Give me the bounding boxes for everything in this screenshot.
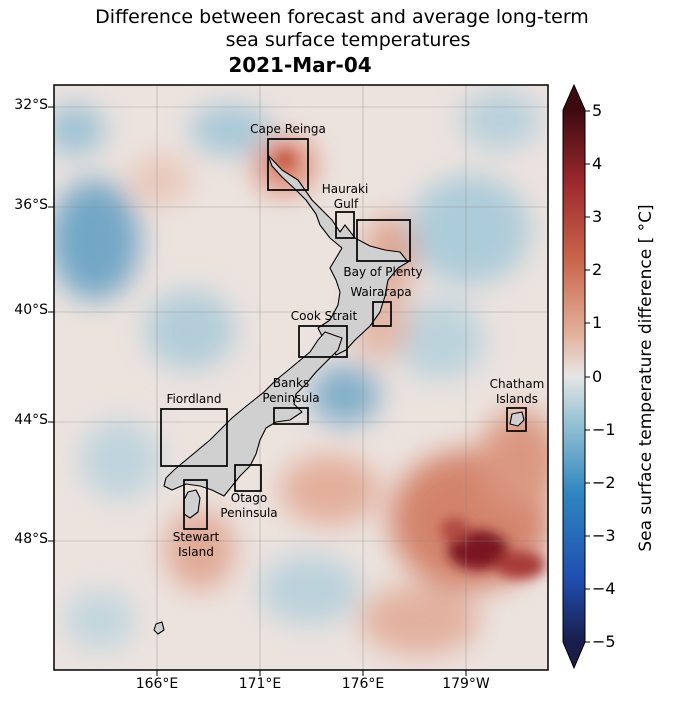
label-hauraki: Hauraki: [322, 182, 369, 196]
lon-label-171e: 171°E: [238, 676, 282, 692]
colorbar-label: Sea surface temperature difference [ °C]: [636, 204, 656, 552]
box-cook-strait: [298, 325, 348, 358]
label-wairarapa: Wairarapa: [350, 285, 411, 299]
colorbar: [562, 83, 590, 670]
chatham-island: [509, 411, 525, 427]
box-fiordland: [160, 408, 228, 467]
title-line-1: Difference between forecast and average …: [95, 6, 589, 28]
graticule: [54, 85, 548, 670]
cb-tick-0: 0: [592, 367, 603, 386]
south-island: [163, 331, 343, 497]
box-bay-of-plenty: [356, 219, 411, 262]
box-banks-peninsula: [273, 407, 309, 425]
map-frame: [53, 84, 549, 671]
title-line-2: sea surface temperatures: [225, 29, 471, 51]
auckland-islands: [153, 621, 165, 635]
label-bay-of-plenty: Bay of Plenty: [343, 265, 422, 279]
box-otago-peninsula: [234, 464, 262, 492]
cb-tick-m1: −1: [592, 420, 616, 439]
lat-label-32s: 32°S: [14, 97, 48, 113]
box-hauraki-gulf: [335, 211, 355, 239]
label-otago: Otago: [231, 491, 267, 505]
lon-label-179w: 179°W: [442, 676, 490, 692]
sst-anomaly-field: Cape Reinga Hauraki Gulf Bay of Plenty W…: [54, 85, 548, 670]
region-boxes: [160, 138, 527, 530]
cb-tick-4: 4: [592, 154, 603, 173]
label-otago-peninsula: Peninsula: [220, 506, 277, 520]
cb-tick-m2: −2: [592, 473, 616, 492]
box-stewart-island: [183, 479, 208, 530]
box-wairarapa: [372, 301, 392, 327]
lat-label-44s: 44°S: [14, 412, 48, 428]
cb-tick-3: 3: [592, 207, 603, 226]
label-stewart: Stewart: [173, 530, 220, 544]
cb-tick-m5: −5: [592, 632, 616, 651]
cb-tick-m3: −3: [592, 526, 616, 545]
label-islands: Islands: [496, 392, 538, 406]
label-peninsula: Peninsula: [262, 391, 319, 405]
label-cook-strait: Cook Strait: [291, 309, 358, 323]
lat-label-48s: 48°S: [14, 531, 48, 547]
box-chatham-islands: [506, 407, 527, 432]
label-island: Island: [178, 545, 214, 559]
label-fiordland: Fiordland: [167, 392, 222, 406]
date-label: 2021-Mar-04: [228, 53, 372, 77]
lon-label-176e: 176°E: [341, 676, 385, 692]
cb-tick-m4: −4: [592, 579, 616, 598]
cb-tick-1: 1: [592, 313, 603, 332]
lat-label-40s: 40°S: [14, 302, 48, 318]
label-banks: Banks: [273, 376, 309, 390]
label-chatham: Chatham: [490, 377, 545, 391]
label-gulf: Gulf: [334, 197, 359, 211]
cb-tick-5: 5: [592, 101, 603, 120]
lon-label-166e: 166°E: [135, 676, 179, 692]
cb-tick-2: 2: [592, 260, 603, 279]
box-cape-reinga: [267, 138, 309, 191]
axis-ticks: [48, 106, 467, 676]
lat-label-36s: 36°S: [14, 197, 48, 213]
label-cape-reinga: Cape Reinga: [250, 122, 326, 136]
